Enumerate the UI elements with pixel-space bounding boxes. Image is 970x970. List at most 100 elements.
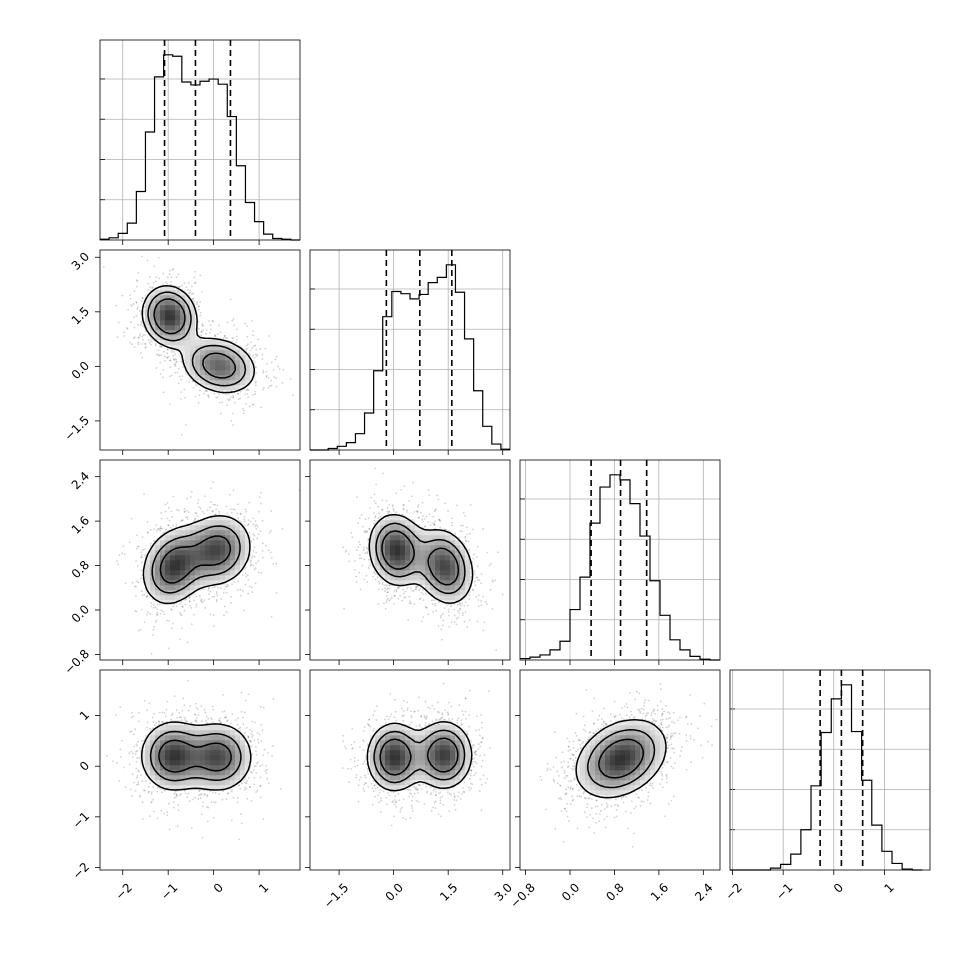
scatter-point [174, 791, 177, 793]
scatter-point [180, 716, 182, 719]
density-cell [185, 765, 191, 771]
scatter-point [205, 722, 208, 725]
scatter-point [247, 736, 250, 739]
density-cell [205, 725, 211, 731]
density-cell [145, 770, 151, 776]
scatter-point [166, 814, 168, 817]
scatter-point [166, 357, 169, 359]
density-cell [190, 755, 196, 761]
density-cell [190, 350, 196, 356]
density-cell [195, 735, 201, 741]
scatter-point [209, 590, 212, 593]
scatter-point [185, 509, 188, 512]
density-cell [160, 310, 166, 316]
density-cell [155, 750, 161, 756]
density-cell [195, 340, 201, 346]
density-cell [195, 350, 201, 356]
density-cell [205, 340, 211, 346]
density-cell [190, 345, 196, 351]
density-cell [225, 530, 231, 536]
scatter-point [156, 604, 159, 606]
hist-step-2 [520, 474, 720, 661]
scatter-point [150, 343, 152, 346]
scatter-point [251, 736, 254, 738]
density-cell [225, 385, 231, 391]
scatter-point [275, 385, 278, 388]
scatter-point [150, 602, 153, 605]
scatter-point [161, 711, 164, 714]
scatter-point [136, 776, 138, 779]
density-cell [195, 570, 201, 576]
scatter-point [219, 721, 222, 724]
density-cell [230, 520, 236, 526]
scatter-point [207, 394, 210, 397]
density-cell [230, 360, 236, 366]
density-cell [165, 780, 171, 786]
density-cell [205, 775, 211, 781]
scatter-point [171, 516, 174, 518]
scatter-point [257, 533, 260, 536]
density-cell [200, 750, 206, 756]
scatter-point [236, 801, 239, 804]
density-cell [235, 360, 241, 366]
density-cell [250, 365, 256, 371]
scatter-point [154, 343, 157, 345]
contour-level-2 [141, 285, 256, 394]
density-cell [195, 355, 201, 361]
scatter-point [237, 727, 240, 730]
scatter-point [172, 351, 175, 353]
contour-level-2 [142, 515, 251, 605]
scatter-point [254, 520, 257, 522]
density-cell [190, 565, 196, 571]
scatter-point [232, 318, 235, 321]
density-cell [210, 380, 216, 386]
scatter-point [183, 704, 186, 707]
density-cell [190, 550, 196, 556]
density-cell [165, 310, 171, 316]
scatter-point [152, 604, 155, 606]
density-cell [195, 345, 201, 351]
density-cell [170, 305, 176, 311]
density-cell [165, 570, 171, 576]
scatter-point [158, 354, 160, 357]
scatter-point [257, 571, 260, 574]
scatter-point [164, 359, 167, 362]
scatter-point [152, 282, 155, 284]
density-cell [165, 320, 171, 326]
scatter-point [186, 515, 189, 518]
scatter-point [163, 613, 166, 616]
scatter-point [226, 583, 229, 586]
density-cell [165, 535, 171, 541]
density-cell [220, 340, 226, 346]
density-cell [155, 330, 161, 336]
density-cell [175, 735, 181, 741]
density-cell [185, 785, 191, 791]
density-cell [215, 555, 221, 561]
scatter-point [181, 709, 184, 712]
density-cell [210, 740, 216, 746]
scatter-point [231, 319, 234, 322]
density-cell [195, 520, 201, 526]
density-cell [220, 350, 226, 356]
scatter-point [176, 794, 178, 797]
density-cell [175, 575, 181, 581]
density-cell [150, 770, 156, 776]
density-cell [220, 385, 226, 391]
density-cell [235, 350, 241, 356]
scatter-point [207, 394, 209, 397]
density-cell [240, 535, 246, 541]
scatter-point [239, 512, 242, 515]
scatter-point [183, 388, 186, 391]
scatter-point [180, 378, 183, 381]
scatter-point [265, 772, 268, 775]
density-cell [195, 755, 201, 761]
scatter-point [146, 520, 149, 523]
density-cell [205, 755, 211, 761]
scatter-point [143, 548, 146, 551]
scatter-point [181, 519, 184, 522]
density-cell [150, 300, 156, 306]
scatter-point [268, 531, 271, 534]
scatter-point [201, 601, 204, 604]
scatter-point [136, 534, 138, 537]
density-cell [165, 760, 171, 766]
